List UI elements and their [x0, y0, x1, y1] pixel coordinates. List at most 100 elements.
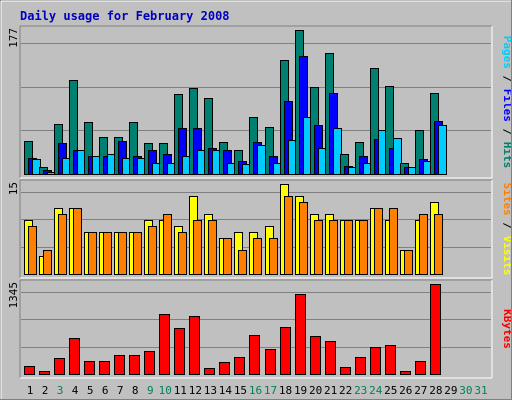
bar-kbytes-kbytes-day-19 [295, 294, 306, 375]
bar-visits-sites-day-2 [43, 250, 52, 275]
x-tick-label: 30 [459, 384, 472, 397]
legend-part: Hits [501, 142, 512, 169]
x-tick-label: 9 [147, 384, 154, 397]
panel-kbytes-max-label: 1345 [7, 282, 20, 309]
bar-kbytes-kbytes-day-9 [144, 351, 155, 375]
bar-visits-sites-day-26 [404, 250, 413, 275]
bar-kbytes-kbytes-day-3 [54, 358, 65, 375]
bar-hits-pages-day-16 [257, 145, 266, 175]
x-tick-label: 12 [189, 384, 202, 397]
x-tick-label: 5 [87, 384, 94, 397]
bar-hits-pages-day-21 [333, 128, 342, 175]
bar-kbytes-kbytes-day-5 [84, 361, 95, 375]
bar-kbytes-kbytes-day-23 [355, 357, 366, 375]
bar-visits-sites-day-14 [223, 238, 232, 275]
bar-visits-sites-day-1 [28, 226, 37, 275]
bar-visits-sites-day-20 [314, 220, 323, 275]
bar-visits-sites-day-22 [344, 220, 353, 275]
bar-kbytes-kbytes-day-25 [385, 345, 396, 375]
bar-visits-sites-day-18 [284, 196, 293, 275]
bar-kbytes-kbytes-day-2 [39, 371, 50, 375]
bar-kbytes-kbytes-day-8 [129, 355, 140, 375]
x-tick-label: 29 [444, 384, 457, 397]
bar-kbytes-kbytes-day-17 [265, 349, 276, 375]
legend-part: / [501, 69, 512, 89]
bar-kbytes-kbytes-day-12 [189, 316, 200, 375]
bar-visits-sites-day-27 [419, 214, 428, 275]
bar-visits-sites-day-23 [359, 220, 368, 275]
x-tick-label: 28 [429, 384, 442, 397]
bar-kbytes-kbytes-day-28 [430, 284, 441, 375]
panel-visits-max-label: 15 [7, 182, 20, 195]
panel-hits: 177 Pages / Files / Hits [7, 25, 512, 179]
bar-kbytes-kbytes-day-13 [204, 368, 215, 375]
x-tick-label: 15 [234, 384, 247, 397]
bar-visits-sites-day-7 [118, 232, 127, 275]
x-axis-day-labels: 1 2 3 4 5 6 7 8 9 10 11 12 13 14 15 16 17 18 19 20 21 22 23 24 2… [27, 384, 488, 397]
bar-kbytes-kbytes-day-27 [415, 361, 426, 375]
bar-visits-sites-day-19 [299, 202, 308, 275]
bar-visits-sites-day-10 [163, 214, 172, 275]
bar-kbytes-kbytes-day-1 [24, 366, 35, 375]
bar-visits-sites-day-21 [329, 220, 338, 275]
bar-visits-sites-day-28 [434, 214, 443, 275]
bar-kbytes-kbytes-day-24 [370, 347, 381, 375]
legend-part: Files [501, 89, 512, 122]
bar-kbytes-kbytes-day-18 [280, 327, 291, 375]
x-tick-label: 13 [204, 384, 217, 397]
bar-visits-sites-day-8 [133, 232, 142, 275]
legend-part: / [501, 216, 512, 236]
x-tick-label: 14 [219, 384, 233, 397]
x-tick-label: 31 [474, 384, 487, 397]
chart-title: Daily usage for February 2008 [20, 9, 230, 23]
x-tick-label: 16 [249, 384, 262, 397]
bar-visits-sites-day-5 [88, 232, 97, 275]
bar-visits-sites-day-16 [253, 238, 262, 275]
bar-visits-sites-day-9 [148, 226, 157, 275]
x-tick-label: 3 [57, 384, 64, 397]
x-tick-label: 22 [339, 384, 352, 397]
legend-part: KBytes [501, 309, 512, 349]
bar-visits-sites-day-25 [389, 208, 398, 275]
x-tick-label: 1 [27, 384, 34, 397]
bar-kbytes-kbytes-day-7 [114, 355, 125, 375]
panel-hits-max-label: 177 [7, 28, 20, 48]
x-tick-label: 11 [174, 384, 187, 397]
bar-kbytes-kbytes-day-20 [310, 336, 321, 375]
x-tick-label: 7 [117, 384, 124, 397]
legend-part: Pages [501, 36, 512, 69]
x-tick-label: 18 [279, 384, 292, 397]
x-tick-label: 17 [264, 384, 277, 397]
x-tick-label: 4 [72, 384, 79, 397]
panel-visits-legend-label: Sites / Visits [501, 183, 512, 276]
x-tick-label: 10 [159, 384, 172, 397]
panel-kbytes-legend-label: KBytes [501, 309, 512, 349]
x-tick-label: 19 [294, 384, 307, 397]
bar-kbytes-kbytes-day-22 [340, 367, 351, 375]
bar-kbytes-kbytes-day-4 [69, 338, 80, 375]
x-tick-label: 24 [369, 384, 383, 397]
bar-visits-sites-day-13 [208, 220, 217, 275]
bar-kbytes-kbytes-day-14 [219, 362, 230, 375]
panel-kbytes: 1345 KBytes [7, 279, 512, 379]
x-tick-label: 20 [309, 384, 322, 397]
x-tick-label: 8 [132, 384, 139, 397]
bar-hits-pages-day-28 [438, 125, 447, 175]
bar-visits-sites-day-12 [193, 220, 202, 275]
legend-part: Visits [501, 236, 512, 276]
x-tick-label: 25 [384, 384, 397, 397]
bar-kbytes-kbytes-day-6 [99, 361, 110, 375]
bar-visits-sites-day-24 [374, 208, 383, 275]
bar-kbytes-kbytes-day-21 [325, 341, 336, 375]
x-tick-label: 27 [414, 384, 427, 397]
bar-kbytes-kbytes-day-16 [249, 335, 260, 375]
x-tick-label: 2 [42, 384, 49, 397]
bar-kbytes-kbytes-day-11 [174, 328, 185, 375]
x-tick-label: 21 [324, 384, 337, 397]
bar-visits-sites-day-3 [58, 214, 67, 275]
x-tick-label: 23 [354, 384, 367, 397]
panel-visits: 15 Sites / Visits [7, 179, 512, 279]
